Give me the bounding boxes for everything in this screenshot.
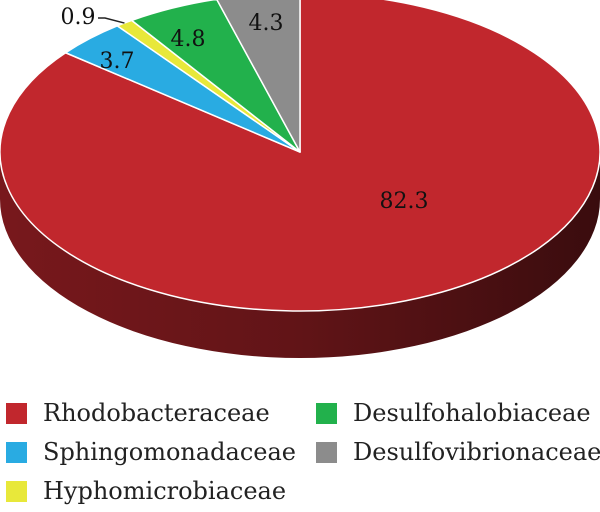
- data-label-desulfovibrionaceae: 4.3: [249, 11, 284, 36]
- pie-chart: 82.3 3.70.9 4.8 4.3: [0, 0, 600, 358]
- legend-swatch: [6, 480, 27, 502]
- leader-line: [98, 17, 125, 24]
- legend-item-hyphomicrobiaceae: Hyphomicrobiaceae: [6, 477, 286, 505]
- legend-item-desulfohalobiaceae: Desulfohalobiaceae: [316, 399, 591, 427]
- legend-item-sphingomonadaceae: Sphingomonadaceae: [6, 438, 296, 466]
- chart-legend: Rhodobacteraceae Sphingomonadaceae Hypho…: [0, 385, 600, 512]
- data-label-desulfohalobiaceae: 4.8: [171, 27, 206, 52]
- data-label-sphingomonadaceae: 3.7: [100, 49, 135, 74]
- data-label-rhodobacteraceae: 82.3: [380, 189, 429, 214]
- data-label-hyphomicrobiaceae: 0.9: [61, 5, 96, 30]
- legend-item-rhodobacteraceae: Rhodobacteraceae: [6, 399, 270, 427]
- legend-swatch: [316, 402, 337, 424]
- legend-item-desulfovibrionaceae: Desulfovibrionaceae: [316, 438, 600, 466]
- pie-slice-rhodobacteraceae: [0, 0, 600, 312]
- pie-side-rhodobacteraceae: [0, 152, 600, 358]
- legend-label: Desulfovibrionaceae: [353, 438, 600, 466]
- pie-slice-desulfohalobiaceae: [130, 0, 301, 153]
- legend-swatch: [6, 402, 27, 424]
- legend-label: Desulfohalobiaceae: [353, 399, 591, 427]
- legend-label: Sphingomonadaceae: [43, 438, 297, 466]
- legend-label: Hyphomicrobiaceae: [43, 477, 287, 505]
- legend-swatch: [316, 441, 337, 463]
- legend-label: Rhodobacteraceae: [43, 399, 270, 427]
- pie-slice-desulfovibrionaceae: [216, 0, 301, 153]
- legend-swatch: [6, 441, 27, 463]
